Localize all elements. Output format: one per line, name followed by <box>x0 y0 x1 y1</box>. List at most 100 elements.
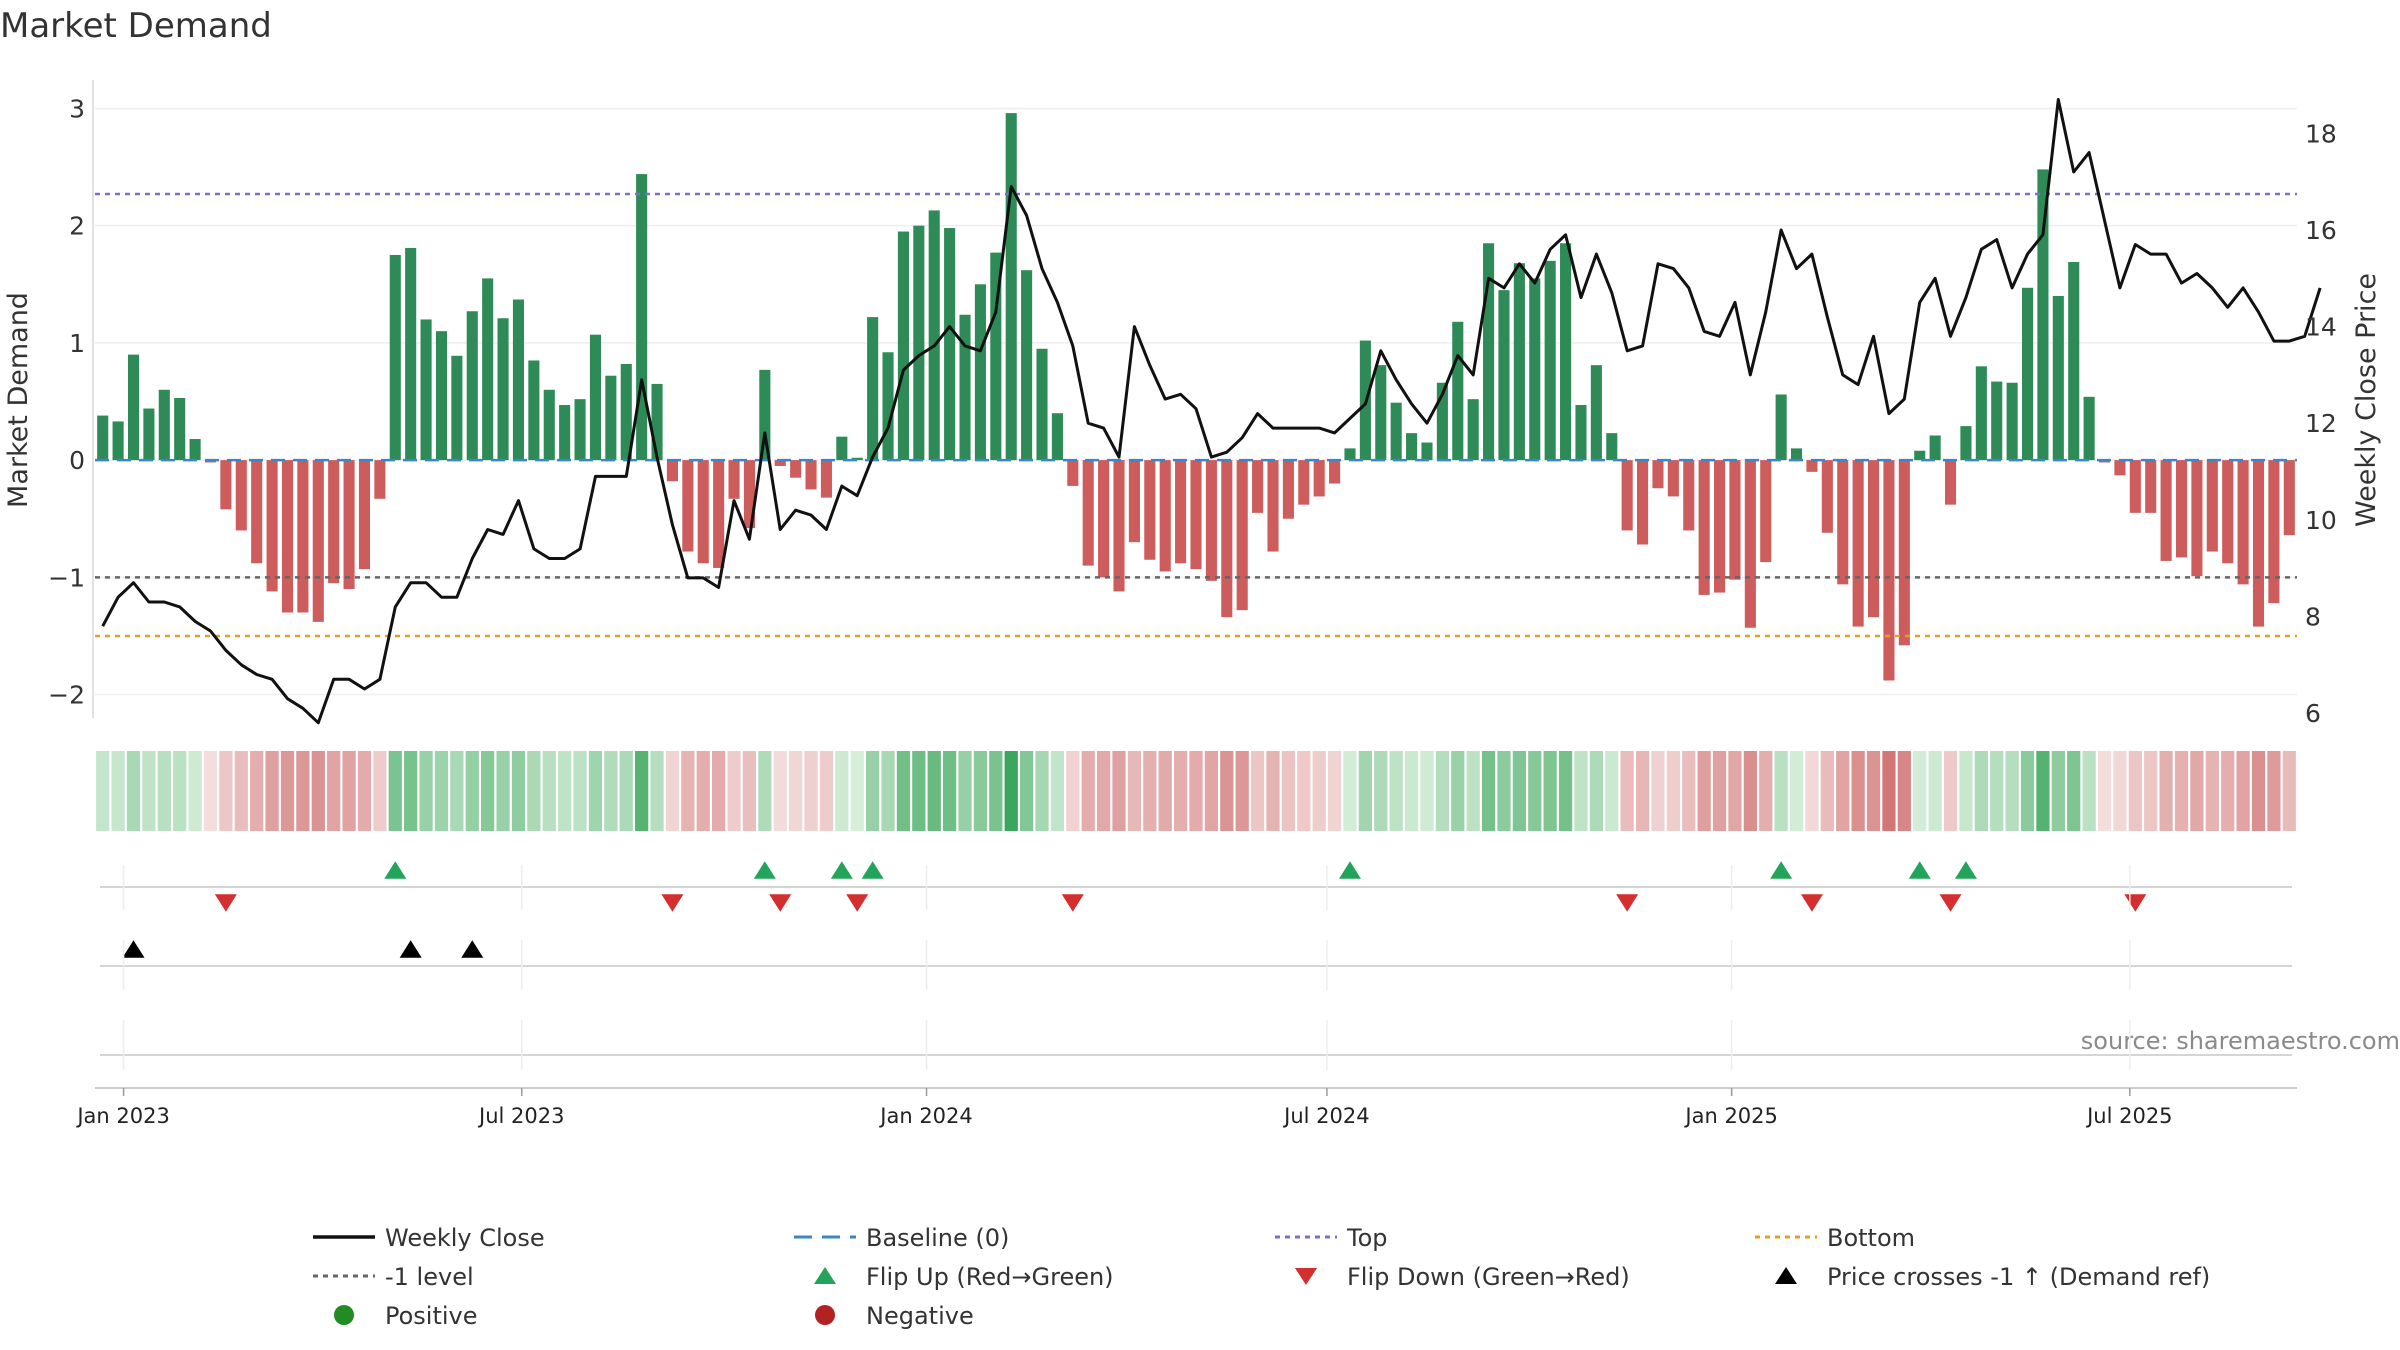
heat-cell <box>758 751 772 831</box>
heat-cell <box>2282 751 2296 831</box>
heat-cell <box>2067 751 2081 831</box>
demand-bar-positive <box>1021 270 1033 461</box>
demand-bar-negative <box>2129 460 2141 513</box>
legend-label: Bottom <box>1827 1224 1915 1252</box>
demand-bars <box>97 113 2295 681</box>
heat-cell <box>1235 751 1249 831</box>
demand-bar-positive <box>1421 442 1433 461</box>
heat-cell <box>2205 751 2219 831</box>
heat-cell <box>1974 751 1988 831</box>
heat-cell <box>1666 751 1680 831</box>
heat-cell <box>434 751 449 831</box>
heat-cell <box>1743 751 1757 831</box>
demand-bar-positive <box>944 228 956 461</box>
demand-bar-positive <box>1513 263 1525 461</box>
heat-cell <box>265 751 279 831</box>
heat-cell <box>896 751 911 831</box>
demand-bar-negative <box>2222 460 2234 564</box>
demand-bar-positive <box>897 231 909 461</box>
heat-cell <box>1127 751 1142 831</box>
demand-bar-negative <box>1806 460 1818 472</box>
heat-cell <box>2221 751 2235 831</box>
demand-bar-positive <box>1590 365 1602 461</box>
demand-bar-negative <box>2160 460 2172 561</box>
flip-up-marker <box>384 861 407 879</box>
heat-cell <box>1528 751 1542 831</box>
demand-bar-positive <box>420 319 432 461</box>
demand-bar-positive <box>158 389 170 461</box>
heat-cell <box>1543 751 1557 831</box>
heat-cell <box>773 751 787 831</box>
demand-bar-negative <box>2191 460 2203 577</box>
flip-down-marker <box>1061 894 1084 912</box>
heat-cell <box>496 751 510 831</box>
heat-cell <box>1512 751 1526 831</box>
demand-bar-positive <box>759 369 771 461</box>
legend-entry: -1 level <box>313 1263 474 1291</box>
flip-up-marker <box>753 861 776 879</box>
demand-bar-negative <box>2252 460 2265 627</box>
heat-cell <box>1943 751 1958 831</box>
y-tick-label: 2 <box>69 212 85 241</box>
demand-bar-positive <box>959 314 971 461</box>
heat-cell <box>973 751 988 831</box>
demand-bar-positive <box>620 363 632 461</box>
y2-tick-label: 14 <box>2305 313 2337 342</box>
demand-bar-positive <box>1960 426 1972 461</box>
heat-cell <box>1497 751 1511 831</box>
demand-bar-negative <box>1175 460 1187 564</box>
weekly-close-series <box>101 98 2322 725</box>
heat-cell <box>1574 751 1588 831</box>
legend-label: Flip Down (Green→Red) <box>1347 1263 1630 1291</box>
flip-down-marker <box>1939 894 1962 912</box>
heat-cell <box>866 751 880 831</box>
heat-cell <box>1374 751 1388 831</box>
demand-bar-negative <box>1683 460 1695 531</box>
demand-bar-positive <box>1483 243 1495 461</box>
demand-bar-negative <box>1313 460 1325 497</box>
demand-bar-negative <box>697 460 709 564</box>
heat-cell <box>1451 751 1465 831</box>
demand-bar-positive <box>605 375 617 461</box>
source-annotation: source: sharemaestro.com <box>2081 1027 2400 1055</box>
flip-up-marker <box>861 861 884 879</box>
chart-title: Market Demand <box>0 6 272 46</box>
heat-cell <box>1897 751 1911 831</box>
heat-cell <box>1343 751 1357 831</box>
demand-bar-negative <box>358 460 371 570</box>
heat-cell <box>1990 751 2004 831</box>
heat-cell <box>635 751 649 831</box>
demand-bar-positive <box>867 317 879 461</box>
demand-bar-negative <box>728 460 740 499</box>
heat-cell <box>2051 751 2065 831</box>
demand-bar-positive <box>1914 450 1926 461</box>
price-cross-up-marker <box>122 940 145 958</box>
heat-cell <box>958 751 972 831</box>
heat-cell <box>1759 751 1773 831</box>
heat-cell <box>1805 751 1819 831</box>
y-tick-label: 0 <box>69 446 85 475</box>
demand-bar-positive <box>1344 448 1356 461</box>
y-axis-label: Market Demand <box>3 292 34 508</box>
demand-bar-negative <box>1190 460 1202 570</box>
demand-bar-positive <box>913 225 925 461</box>
flip-up-marker <box>830 861 853 879</box>
heat-cell <box>203 751 218 831</box>
demand-bar-negative <box>1652 460 1664 489</box>
event-markers <box>100 861 2292 1056</box>
heat-cell <box>1096 751 1111 831</box>
demand-bar-positive <box>836 436 848 461</box>
heat-cell <box>481 751 495 831</box>
demand-bar-negative <box>790 460 802 478</box>
x-tick-label: Jan 2024 <box>878 1104 973 1128</box>
flip-down-marker <box>2124 894 2147 912</box>
demand-bar-negative <box>1098 460 1110 578</box>
flip-down-marker <box>846 894 869 912</box>
demand-bar-negative <box>343 460 355 590</box>
heat-cell <box>2097 751 2112 831</box>
demand-bar-negative <box>1329 460 1341 484</box>
heat-cell <box>96 751 110 831</box>
legend-label: -1 level <box>385 1263 474 1291</box>
demand-bar-positive <box>435 331 448 461</box>
demand-bar-positive <box>512 299 525 461</box>
